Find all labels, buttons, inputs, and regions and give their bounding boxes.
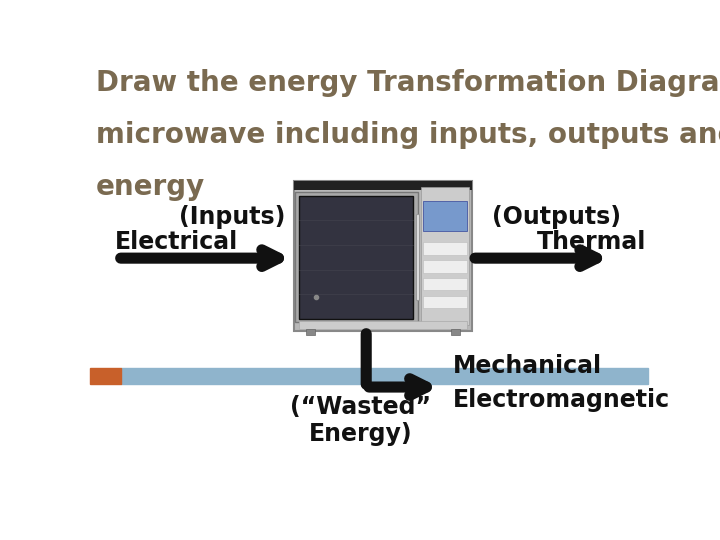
Text: Draw the energy Transformation Diagram for a: Draw the energy Transformation Diagram f… [96,69,720,97]
Text: Thermal: Thermal [536,230,646,253]
Bar [423,242,467,255]
Bar [294,192,418,322]
Bar [90,368,121,384]
Bar [300,321,467,329]
Text: (“Wasted”: (“Wasted” [290,395,431,420]
Bar [423,278,467,291]
Text: (Outputs): (Outputs) [492,205,621,228]
Text: Electrical: Electrical [115,230,238,253]
Bar [299,195,413,319]
Bar [423,201,467,231]
Text: microwave including inputs, outputs and “wasted”: microwave including inputs, outputs and … [96,121,720,149]
Bar [423,260,467,273]
Text: (Inputs): (Inputs) [179,205,285,228]
Bar [306,329,315,335]
Bar [294,181,472,190]
Polygon shape [294,181,472,331]
Bar [451,329,460,335]
Text: Mechanical: Mechanical [453,354,602,378]
Text: Energy): Energy) [309,422,413,447]
Bar [415,214,419,300]
Bar [420,187,469,325]
Bar [121,368,648,384]
Text: energy: energy [96,173,204,201]
Text: Electromagnetic: Electromagnetic [453,388,670,411]
Bar [423,296,467,308]
